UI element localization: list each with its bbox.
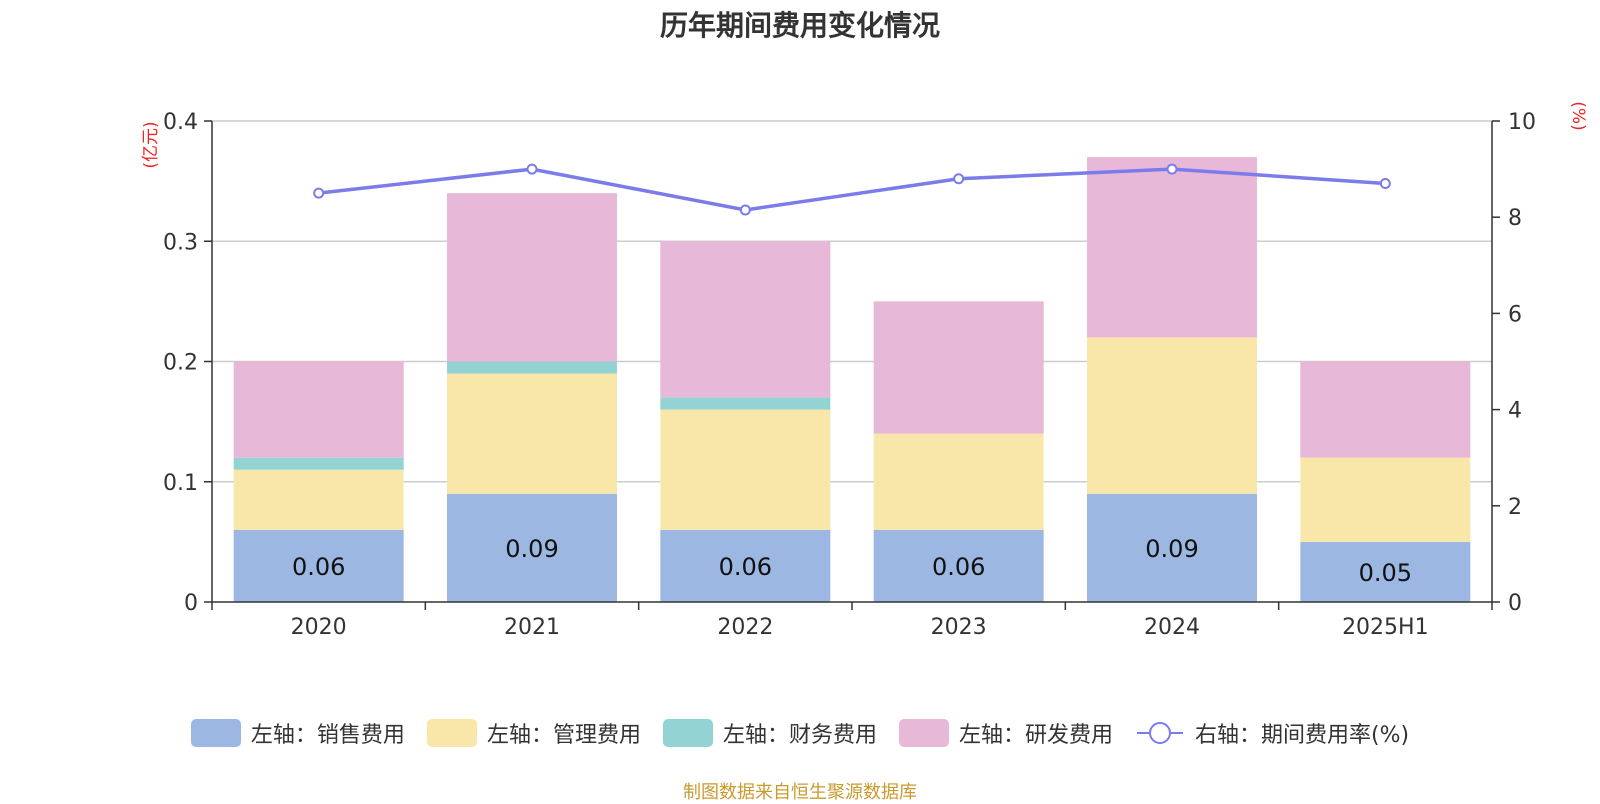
- bar-sales: [1300, 541, 1471, 602]
- bar-value-label: 0.09: [1145, 535, 1198, 563]
- right-axis-unit: (%): [1568, 101, 1588, 130]
- legend: 左轴：销售费用 左轴：管理费用 左轴：财务费用 左轴：研发费用 右轴：期间费用率…: [0, 717, 1600, 749]
- right-axis-tick-label: 2: [1508, 495, 1522, 520]
- x-axis-tick-label: 2024: [1144, 615, 1200, 640]
- right-axis-tick-label: 10: [1508, 110, 1536, 135]
- legend-swatch-sales: [190, 719, 241, 747]
- rate-line: [318, 167, 1386, 212]
- x-axis-tick-label: 2025H1: [1342, 615, 1429, 640]
- bar-sales: [660, 529, 831, 602]
- bar-admin: [1087, 337, 1257, 494]
- bar-admin: [660, 409, 831, 530]
- left-axis-tick-label: 0: [184, 591, 198, 616]
- left-axis-tick-label: 0.4: [163, 110, 198, 135]
- x-axis-tick-label: 2022: [717, 615, 773, 640]
- legend-item-admin[interactable]: 左轴：管理费用: [426, 717, 641, 749]
- rate-point: [313, 187, 325, 199]
- bar-value-label: 0.05: [1359, 559, 1412, 587]
- legend-item-rnd[interactable]: 左轴：研发费用: [898, 717, 1113, 749]
- left-axis-tick-label: 0.3: [163, 230, 198, 255]
- right-axis-tick-label: 8: [1508, 206, 1522, 231]
- legend-label-admin: 左轴：管理费用: [486, 723, 641, 748]
- bar-finance: [447, 361, 617, 374]
- chart-title: 历年期间费用变化情况: [659, 9, 940, 42]
- bar-rnd: [447, 193, 617, 362]
- rate-point: [739, 204, 751, 216]
- bar-finance: [233, 457, 404, 470]
- bar-admin: [1300, 457, 1471, 542]
- legend-swatch-finance: [662, 719, 713, 747]
- bar-sales: [1087, 493, 1257, 602]
- right-axis-tick-label: 4: [1508, 399, 1522, 424]
- right-axis-tick-label: 6: [1508, 302, 1522, 327]
- bar-rnd: [873, 301, 1044, 434]
- rate-point: [1166, 163, 1178, 175]
- bar-sales: [447, 493, 617, 602]
- bar-rnd: [1300, 361, 1471, 458]
- rate-point: [953, 173, 965, 185]
- rate-point: [1379, 178, 1391, 190]
- right-axis-tick-label: 0: [1508, 591, 1522, 616]
- bar-sales: [233, 529, 404, 602]
- x-axis-tick-label: 2021: [504, 615, 560, 640]
- bar-value-label: 0.09: [505, 535, 558, 563]
- legend-label-sales: 左轴：销售费用: [250, 723, 405, 748]
- bar-value-label: 0.06: [719, 553, 772, 581]
- bar-rnd: [660, 241, 831, 398]
- left-axis-tick-label: 0.1: [163, 471, 198, 496]
- bar-rnd: [1087, 157, 1257, 338]
- left-axis-unit: (亿元): [141, 121, 161, 168]
- bar-admin: [447, 373, 617, 494]
- legend-item-sales[interactable]: 左轴：销售费用: [190, 717, 405, 749]
- bar-admin: [873, 433, 1044, 530]
- rate-point: [526, 163, 538, 175]
- legend-line-marker-icon: [1136, 722, 1183, 744]
- legend-label-finance: 左轴：财务费用: [722, 723, 877, 748]
- bar-admin: [233, 469, 404, 530]
- bar-finance: [660, 397, 831, 410]
- source-note: 制图数据来自恒生聚源数据库: [683, 782, 917, 803]
- legend-label-rate: 右轴：期间费用率(%): [1194, 723, 1410, 748]
- bar-sales: [873, 529, 1044, 602]
- bar-rnd: [233, 361, 404, 458]
- legend-label-rnd: 左轴：研发费用: [958, 723, 1113, 748]
- legend-item-rate[interactable]: 右轴：期间费用率(%): [1135, 717, 1409, 749]
- legend-swatch-admin: [426, 719, 477, 747]
- legend-swatch-rnd: [898, 719, 949, 747]
- legend-item-finance[interactable]: 左轴：财务费用: [662, 717, 877, 749]
- left-axis-tick-label: 0.2: [163, 351, 198, 376]
- x-axis-tick-label: 2023: [931, 615, 987, 640]
- bar-value-label: 0.06: [292, 553, 345, 581]
- bar-value-label: 0.06: [932, 553, 985, 581]
- x-axis-tick-label: 2020: [291, 615, 347, 640]
